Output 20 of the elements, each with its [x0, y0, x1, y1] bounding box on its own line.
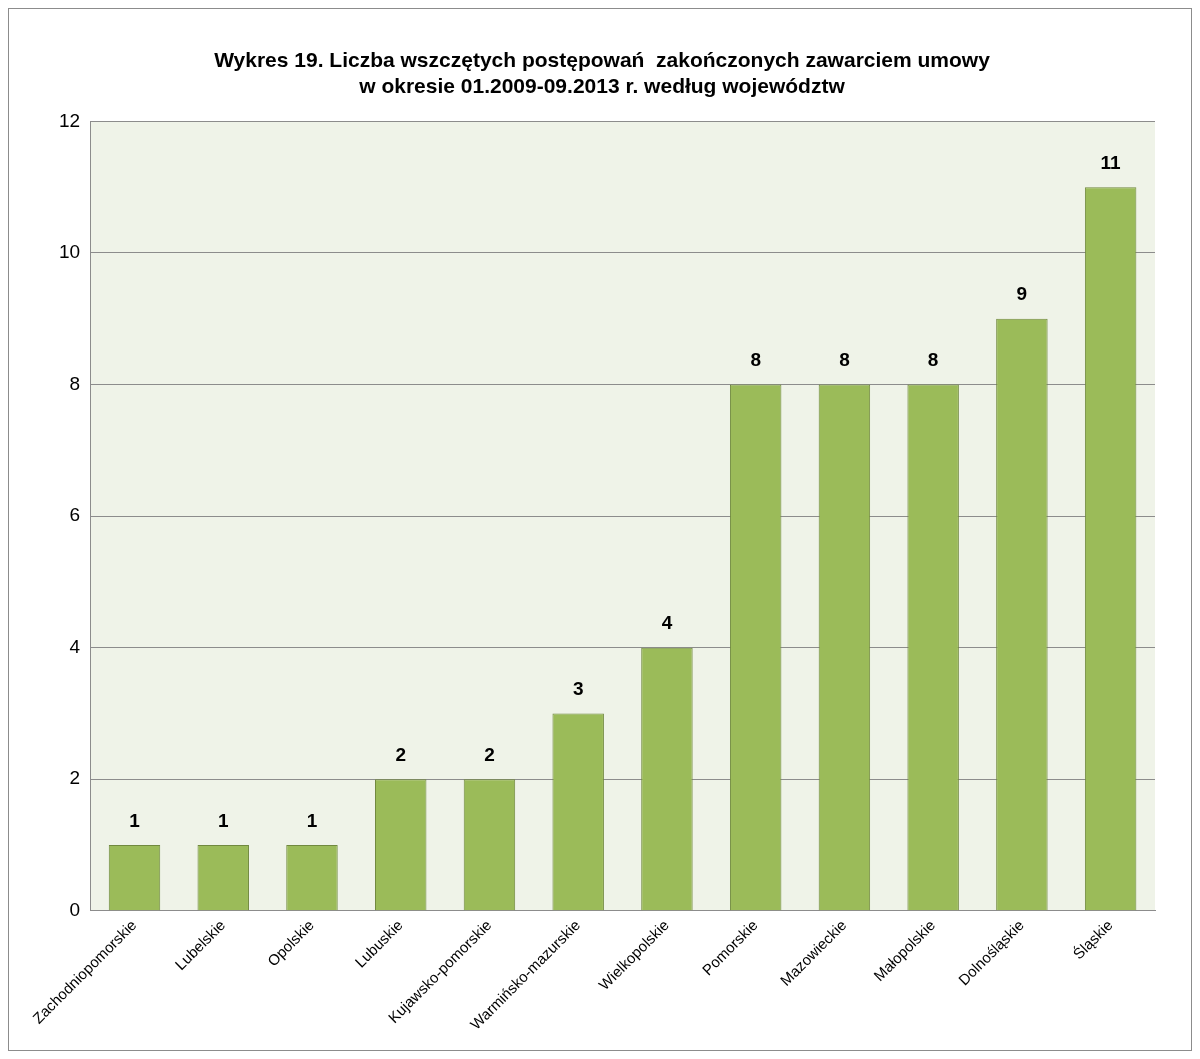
y-tick-label: 10 [58, 241, 81, 263]
y-tick-label: 6 [69, 504, 81, 526]
data-label: 9 [1016, 283, 1028, 305]
data-label: 4 [661, 612, 673, 634]
y-tick-label: 2 [69, 767, 81, 789]
data-label: 1 [217, 809, 229, 831]
y-tick-label: 12 [58, 109, 81, 131]
data-label: 1 [306, 809, 318, 831]
data-label: 8 [750, 349, 761, 371]
data-label: 3 [572, 678, 584, 700]
y-tick-label: 8 [69, 372, 81, 394]
data-label: 1 [129, 809, 141, 831]
data-label: 2 [484, 743, 495, 765]
data-label: 11 [1100, 151, 1122, 173]
data-label: 8 [839, 349, 850, 371]
chart-title: Wykres 19. Liczba wszczętych postępowań zakończonych zawarciem umowy w okresie 01.2009-09.2013 r. według województw [214, 48, 991, 97]
y-tick-label: 0 [69, 899, 81, 920]
y-tick-label: 4 [69, 635, 81, 657]
data-label: 2 [395, 743, 407, 765]
data-label: 8 [927, 349, 939, 371]
